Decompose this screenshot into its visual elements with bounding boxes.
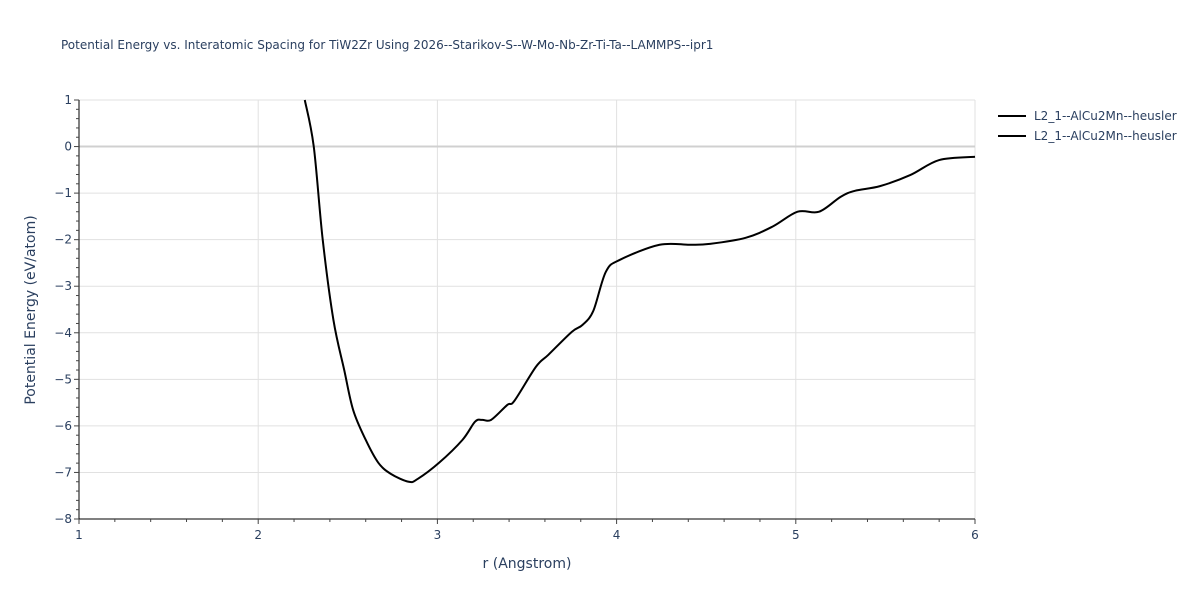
x-tick-label: 1 bbox=[75, 528, 83, 542]
x-tick-label: 4 bbox=[613, 528, 621, 542]
x-axis-title: r (Angstrom) bbox=[483, 556, 572, 572]
y-tick-label: 0 bbox=[64, 140, 72, 154]
chart-title: Potential Energy vs. Interatomic Spacing… bbox=[61, 38, 714, 52]
x-tick-label: 6 bbox=[971, 528, 979, 542]
y-tick-label: −7 bbox=[54, 465, 72, 479]
y-tick-label: −8 bbox=[54, 512, 72, 526]
legend: L2_1--AlCu2Mn--heusler L2_1--AlCu2Mn--he… bbox=[998, 106, 1177, 146]
line-swatch-icon bbox=[998, 115, 1026, 117]
legend-item[interactable]: L2_1--AlCu2Mn--heusler bbox=[998, 126, 1177, 146]
data-line bbox=[303, 99, 976, 484]
x-tick-label: 2 bbox=[254, 528, 262, 542]
y-tick-label: −6 bbox=[54, 419, 72, 433]
y-axis-title: Potential Energy (eV/atom) bbox=[23, 215, 39, 404]
legend-label: L2_1--AlCu2Mn--heusler bbox=[1034, 109, 1177, 123]
legend-item[interactable]: L2_1--AlCu2Mn--heusler bbox=[998, 106, 1177, 126]
grid-lines bbox=[79, 99, 976, 519]
y-tick-label: −4 bbox=[54, 326, 72, 340]
y-tick-label: 1 bbox=[64, 93, 72, 107]
y-tick-label: −3 bbox=[54, 279, 72, 293]
y-axis: 1 0 −1 −2 −3 −4 −5 −6 −7 −8 bbox=[54, 93, 80, 526]
x-tick-label: 5 bbox=[792, 528, 800, 542]
line-swatch-icon bbox=[998, 135, 1026, 137]
legend-label: L2_1--AlCu2Mn--heusler bbox=[1034, 129, 1177, 143]
y-tick-label: −2 bbox=[54, 233, 72, 247]
y-tick-label: −5 bbox=[54, 372, 72, 386]
x-axis: 1 2 3 4 5 6 bbox=[75, 518, 979, 542]
y-tick-label: −1 bbox=[54, 186, 72, 200]
x-tick-label: 3 bbox=[434, 528, 442, 542]
